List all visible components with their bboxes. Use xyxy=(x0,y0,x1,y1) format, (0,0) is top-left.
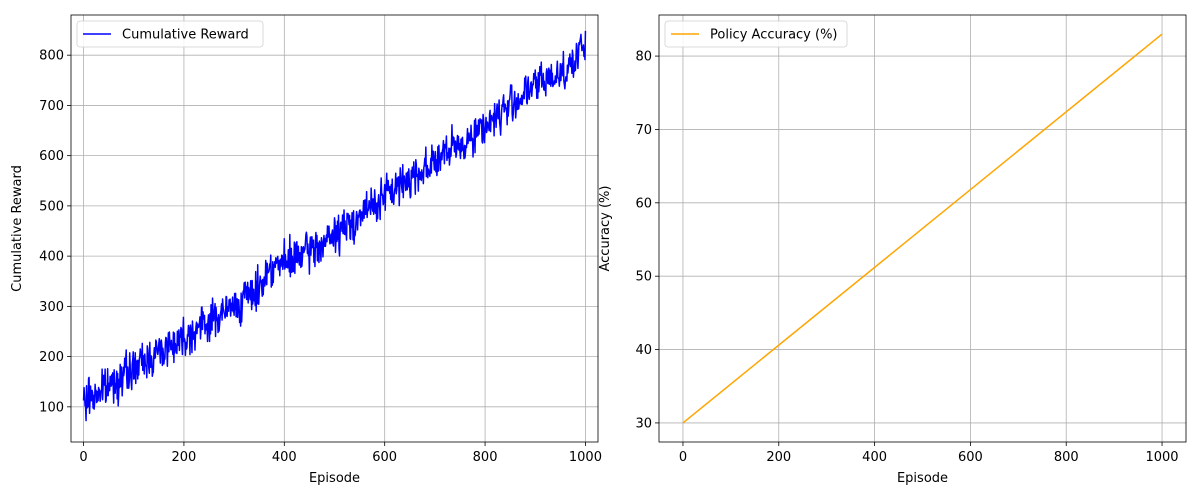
x-axis-label: Episode xyxy=(897,471,948,486)
x-tick-label: 1000 xyxy=(1145,450,1178,465)
x-tick-label: 400 xyxy=(272,450,297,465)
series-line xyxy=(82,30,587,422)
axes-frame xyxy=(658,14,1187,443)
grid xyxy=(71,15,598,442)
legend-label: Cumulative Reward xyxy=(122,28,249,43)
y-tick-label: 60 xyxy=(635,196,652,211)
y-tick-label: 500 xyxy=(39,199,64,214)
y-tick-label: 300 xyxy=(39,300,64,315)
y-tick-label: 700 xyxy=(39,99,64,114)
y-tick-label: 80 xyxy=(635,50,652,65)
y-tick-label: 30 xyxy=(635,416,652,431)
x-tick-label: 1000 xyxy=(569,450,602,465)
legend: Policy Accuracy (%) xyxy=(664,20,848,48)
y-tick-label: 200 xyxy=(39,350,64,365)
y-tick-label: 400 xyxy=(39,250,64,265)
x-tick-label: 600 xyxy=(958,450,983,465)
grid xyxy=(659,15,1186,442)
x-tick-label: 800 xyxy=(473,450,498,465)
y-tick-label: 70 xyxy=(635,123,652,138)
accuracy-chart: 0 200 400 600 800 1000 30 40 50 60 70 80 Episode Accu… xyxy=(598,14,1187,486)
x-tick-label: 800 xyxy=(1054,450,1079,465)
y-tick-label: 100 xyxy=(39,400,64,415)
y-axis-label: Cumulative Reward xyxy=(10,165,25,292)
x-tick-label: 200 xyxy=(172,450,197,465)
y-tick-label: 40 xyxy=(635,343,652,358)
x-tick-label: 200 xyxy=(766,450,791,465)
x-tick-label: 600 xyxy=(372,450,397,465)
legend: Cumulative Reward xyxy=(76,20,264,48)
x-tick-label: 400 xyxy=(862,450,887,465)
x-axis-label: Episode xyxy=(309,471,360,486)
y-axis-label: Accuracy (%) xyxy=(598,186,613,272)
reward-chart: 0 200 400 600 800 1000 100 200 300 400 500 600 700 80… xyxy=(10,14,602,486)
x-tick-label: 0 xyxy=(679,450,687,465)
x-tick-label: 0 xyxy=(79,450,87,465)
y-tick-label: 800 xyxy=(39,49,64,64)
legend-box xyxy=(76,20,264,48)
series-line xyxy=(682,33,1163,424)
legend-label: Policy Accuracy (%) xyxy=(710,28,838,43)
legend-box xyxy=(664,20,848,48)
y-tick-label: 600 xyxy=(39,149,64,164)
axes-frame xyxy=(70,14,599,443)
y-tick-label: 50 xyxy=(635,270,652,285)
